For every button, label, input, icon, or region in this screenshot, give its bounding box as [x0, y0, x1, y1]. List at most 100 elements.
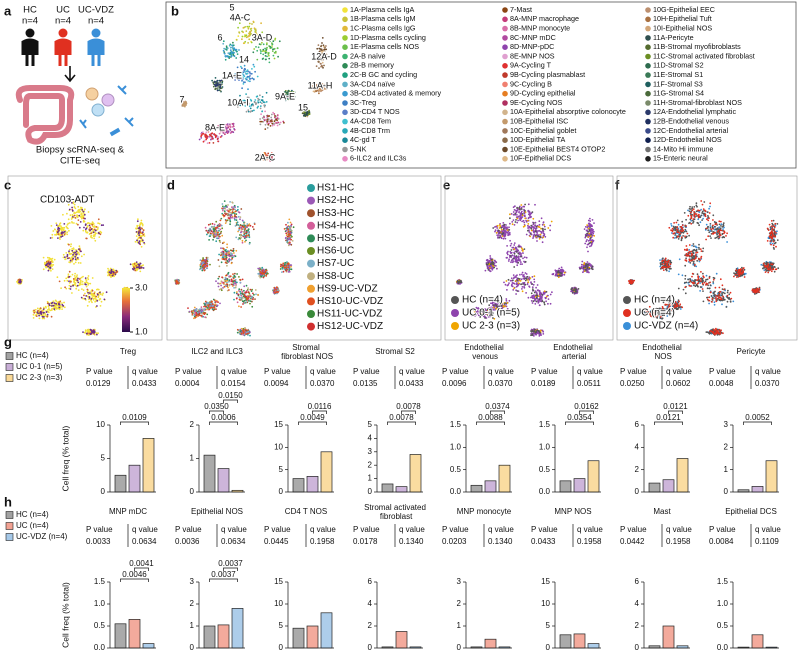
legend-label: UC-VDZ (n=4) [634, 321, 698, 332]
q-value: 0.1109 [755, 537, 779, 546]
legend-marker [502, 7, 508, 13]
bar [292, 478, 305, 493]
umap-points [222, 40, 239, 61]
legend-label: 14-Mito Hi immune [653, 144, 713, 153]
legend-marker [307, 322, 315, 331]
legend-label: 2C-B GC and cycling [350, 70, 417, 79]
panel-frame [616, 175, 798, 341]
legend-marker [307, 272, 315, 281]
bar [320, 612, 333, 649]
legend-label: HC (n=4) [16, 351, 49, 360]
y-tick-label: 0.0 [717, 643, 729, 652]
y-tick-label: 3 [457, 577, 462, 586]
comparison-bracket [579, 410, 594, 414]
y-tick-label: 2 [457, 599, 462, 608]
umap-points [302, 108, 311, 117]
subplot-title: CD4 T NOS [285, 507, 327, 516]
comparison-p: 0.0374 [485, 402, 510, 411]
legend-marker [502, 137, 508, 143]
y-tick-label: 2 [368, 460, 373, 469]
umap-points [181, 100, 188, 107]
legend-marker [623, 309, 631, 317]
umap-points [181, 44, 328, 107]
y-tick-label: 1.5 [450, 420, 462, 429]
bar [587, 460, 600, 493]
legend-label: 12A-Endothelial lymphatic [653, 107, 737, 116]
legend-marker [645, 72, 651, 78]
bar [765, 646, 778, 649]
legend-label: 3A-CD4 naïve [350, 79, 395, 88]
subplot-title: Treg [120, 347, 136, 356]
bar [395, 486, 408, 493]
q-value: 0.1340 [399, 537, 424, 546]
legend-label: 12C-Endothelial arterial [653, 126, 729, 135]
legend-marker [5, 511, 14, 519]
legend-label: UC (n=4) [634, 308, 675, 319]
legend-label: 8A-MNP macrophage [510, 14, 579, 23]
legend-label: 9A-Cycling T [510, 61, 552, 70]
legend-marker [342, 25, 348, 32]
bar [306, 476, 319, 493]
legend-label: 11C-Stromal activated fibroblast [653, 51, 755, 60]
y-tick-label: 0 [279, 487, 284, 496]
legend-label: 1E-Plasma cells NOS [350, 42, 419, 51]
comparison-bracket [743, 421, 772, 425]
legend-marker [342, 100, 348, 106]
legend-label: 1A-Plasma cells IgA [350, 5, 415, 14]
comparison-p: 0.0037 [211, 570, 236, 579]
p-value: 0.0433 [531, 537, 556, 546]
legend-marker [451, 322, 459, 330]
cluster-label: 12A-D [311, 51, 337, 61]
umap-points [255, 43, 279, 64]
subplot-title: Epithelial NOS [191, 507, 243, 516]
legend-label: 2A-B naïve [350, 51, 386, 60]
p-header: P value [264, 525, 291, 534]
umap-points [316, 37, 328, 69]
legend-marker [623, 322, 631, 330]
legend-marker [307, 221, 315, 230]
legend-label: HS9-UC-VDZ [317, 283, 378, 294]
y-tick-label: 0 [368, 487, 373, 496]
legend-label: 10B-Epithelial ISC [510, 117, 568, 126]
umap-points [175, 205, 293, 337]
legend-marker [645, 156, 651, 162]
legend-marker [307, 247, 315, 255]
q-header: q value [488, 525, 514, 534]
legend-label: HS5-UC [317, 233, 354, 244]
y-tick-label: 0.5 [539, 465, 551, 474]
cluster-label: 4A-C [230, 12, 251, 22]
antibody [79, 85, 134, 129]
legend-label: 7-Mast [510, 5, 532, 14]
y-axis-label: Cell freq (% total) [60, 426, 70, 492]
cluster-label: 9A-E [275, 91, 295, 101]
legend-label: HC (n=4) [16, 510, 49, 519]
comparison-p: 0.0006 [211, 413, 236, 422]
comparison-bracket [134, 567, 149, 571]
y-tick-label: 1.5 [717, 577, 729, 586]
bar [498, 646, 511, 649]
umap-points [218, 123, 234, 135]
y-tick-label: 0 [635, 643, 640, 652]
y-tick-label: 1.5 [94, 577, 106, 586]
bar [114, 623, 127, 649]
p-header: P value [442, 525, 469, 534]
legend-marker [502, 16, 508, 23]
legend-label: 10E-Epithelial BEST4 OTOP2 [510, 144, 605, 153]
legend-label: 2B-B memory [350, 61, 394, 70]
p-value: 0.0048 [709, 379, 734, 388]
legend-label: 1D-Plasma cells cycling [350, 33, 426, 42]
legend-label: 10C-Epithelial goblet [510, 126, 576, 135]
umap-points [283, 89, 296, 101]
caption: Biopsy scRNA-seq & [36, 145, 125, 156]
legend-label: 11B-Stromal myofibroblasts [653, 42, 741, 51]
legend-marker [502, 109, 508, 116]
y-tick-label: 15 [541, 577, 550, 586]
comparison-bracket [668, 410, 683, 414]
bar [320, 451, 333, 493]
comparison-bracket [120, 578, 149, 582]
legend-marker [502, 118, 508, 125]
comparison-p: 0.0354 [567, 413, 592, 422]
cluster-label: 2A-C [255, 152, 276, 162]
subplot-title: Stromal fibroblast NOS [279, 343, 333, 361]
legend-marker [342, 146, 348, 153]
